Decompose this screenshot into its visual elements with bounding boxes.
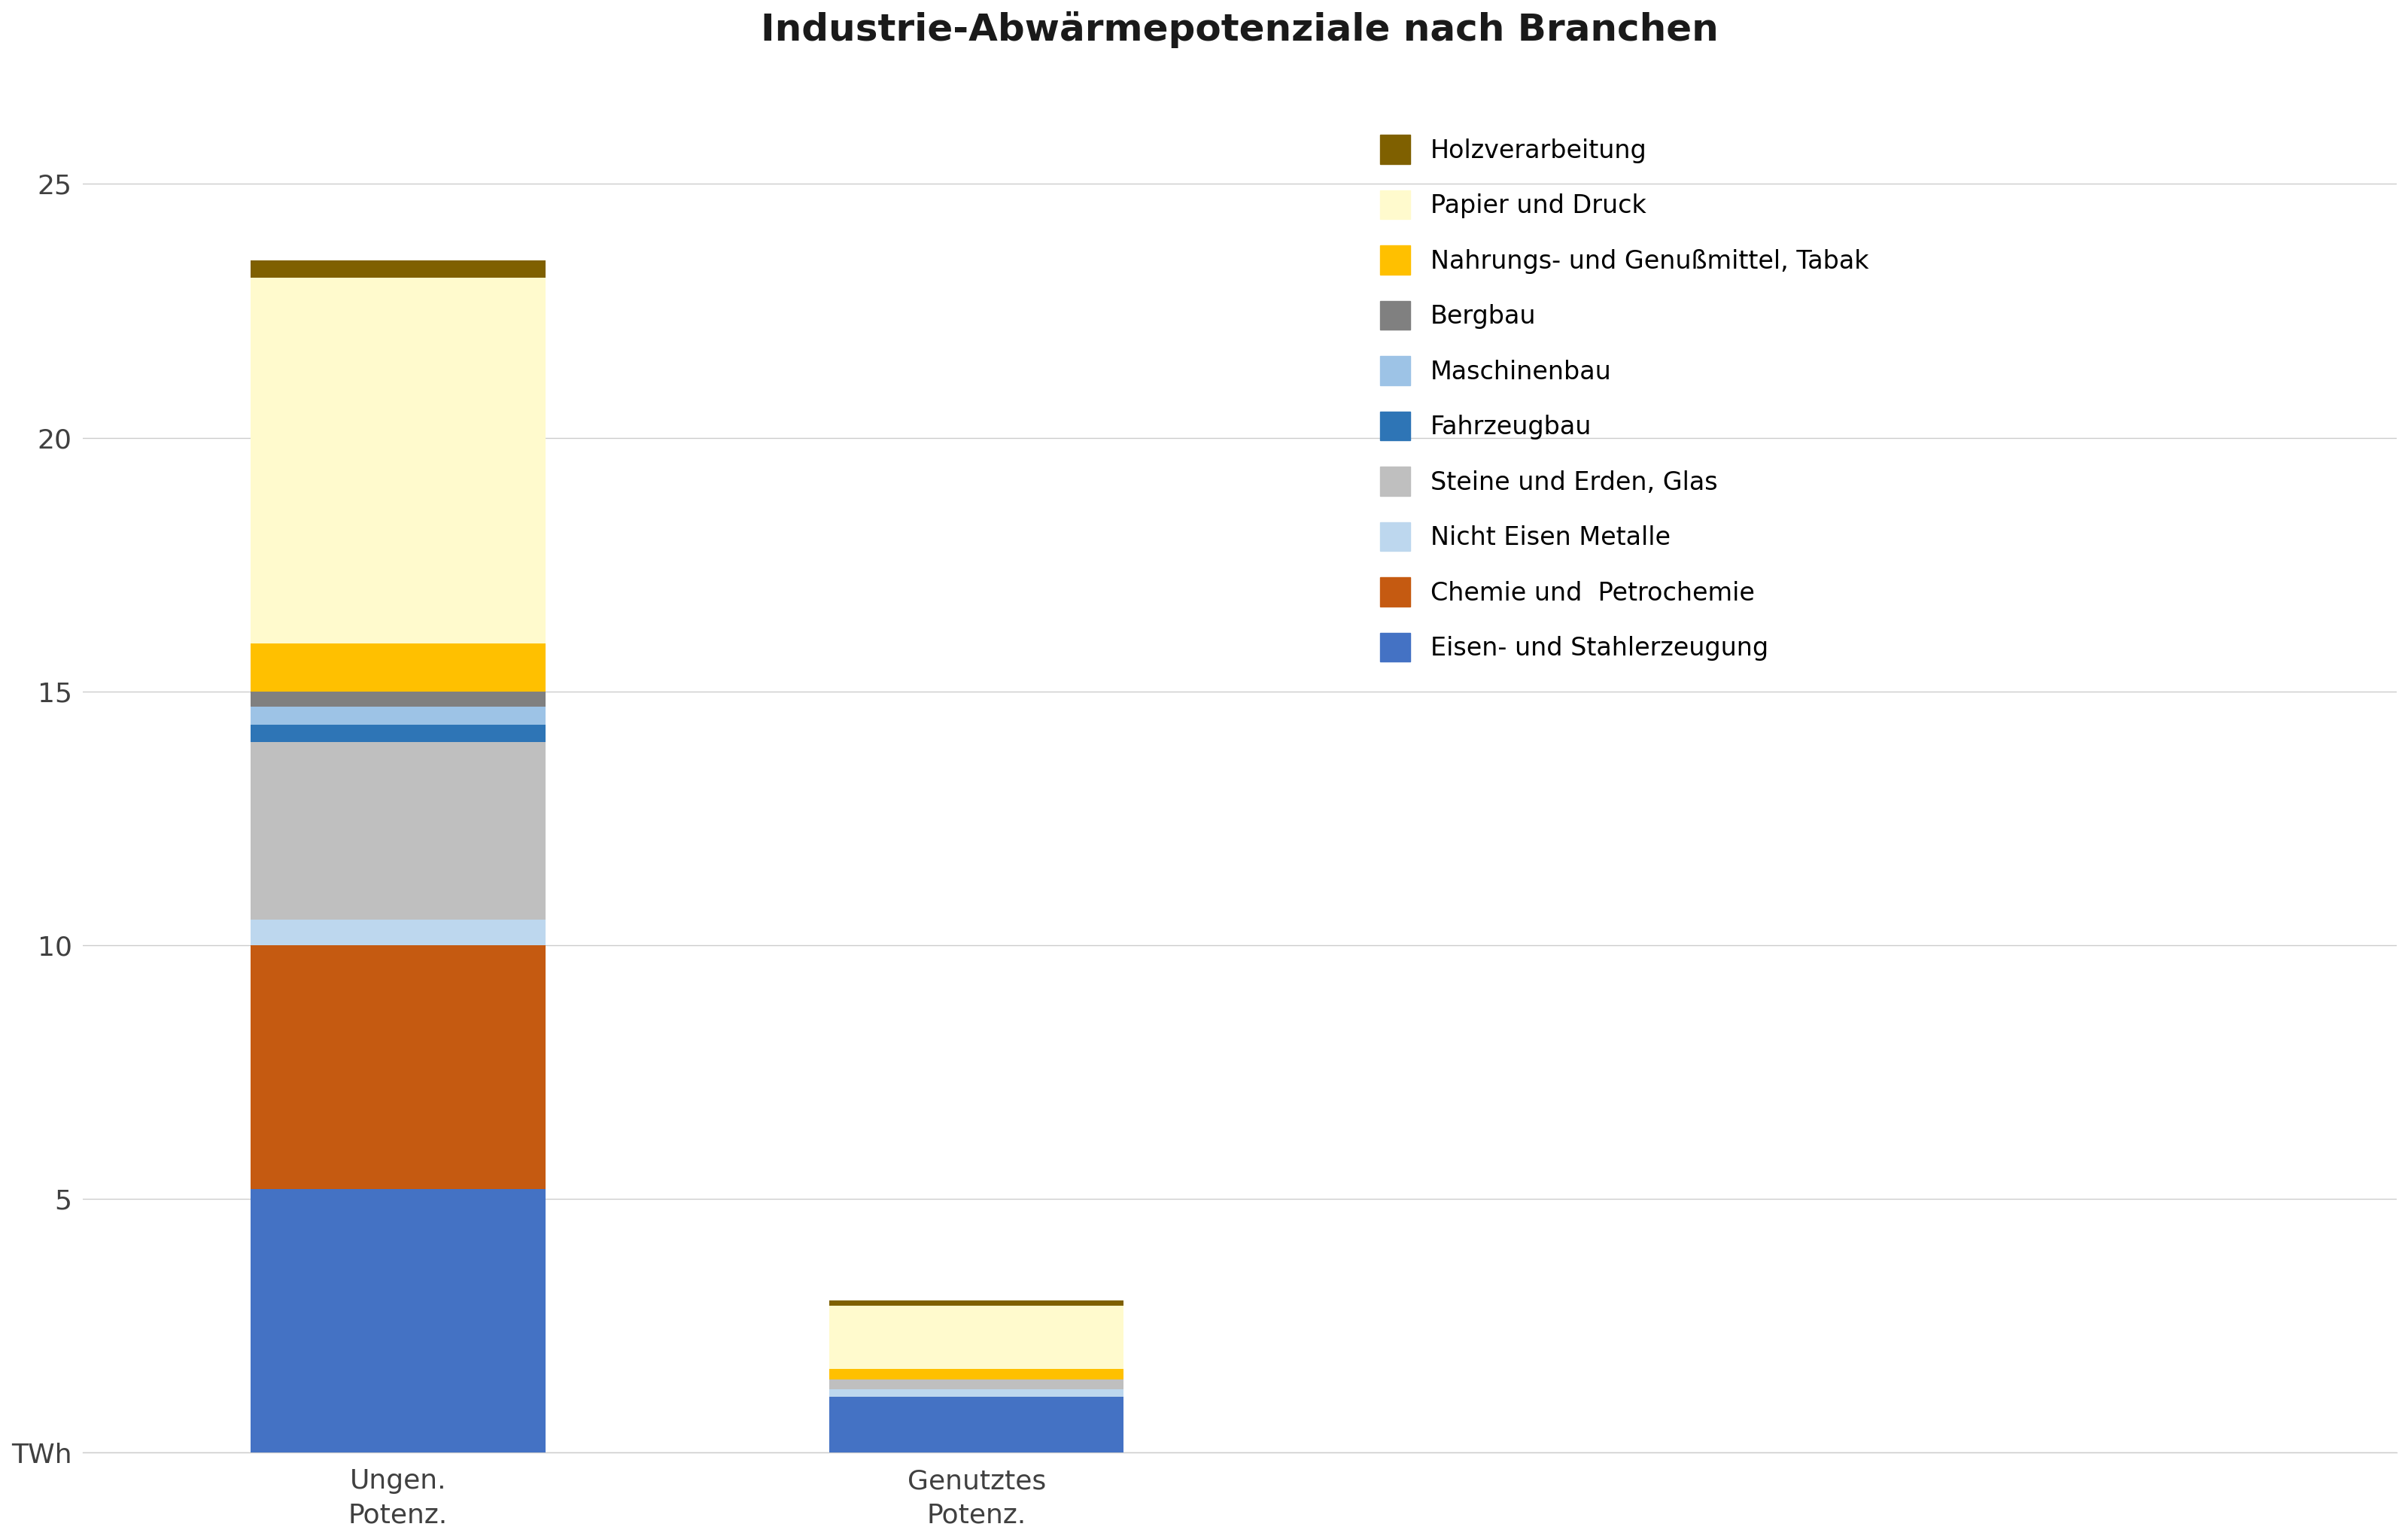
Title: Industrie-Abwärmepotenziale nach Branchen: Industrie-Abwärmepotenziale nach Branche… bbox=[761, 11, 1719, 48]
Bar bbox=[250, 706, 544, 725]
Bar bbox=[250, 945, 544, 1188]
Bar bbox=[250, 725, 544, 742]
Bar bbox=[250, 920, 544, 945]
Bar bbox=[828, 1300, 1125, 1305]
Bar bbox=[250, 742, 544, 920]
Legend: Holzverarbeitung, Papier und Druck, Nahrungs- und Genußmittel, Tabak, Bergbau, M: Holzverarbeitung, Papier und Druck, Nahr… bbox=[1368, 123, 1881, 674]
Bar bbox=[250, 279, 544, 643]
Bar bbox=[250, 260, 544, 279]
Bar bbox=[250, 1188, 544, 1453]
Bar bbox=[250, 643, 544, 691]
Bar bbox=[250, 691, 544, 706]
Bar bbox=[828, 1370, 1125, 1379]
Bar bbox=[828, 1390, 1125, 1397]
Bar bbox=[828, 1397, 1125, 1453]
Bar bbox=[828, 1379, 1125, 1390]
Bar bbox=[828, 1305, 1125, 1370]
